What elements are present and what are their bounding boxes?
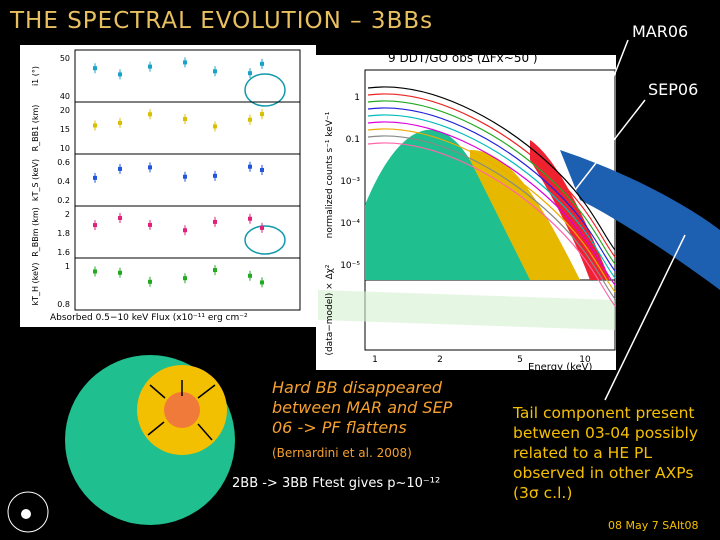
tick-label: 2 xyxy=(65,210,70,219)
spectrum xyxy=(367,100,616,265)
spectrum xyxy=(367,114,616,279)
point xyxy=(183,117,187,122)
tick-label: 10⁻³ xyxy=(340,177,360,187)
tick-label: 20 xyxy=(60,106,70,115)
logo xyxy=(7,491,49,533)
tick-label: 1 xyxy=(354,93,360,103)
tick-label: 0.8 xyxy=(57,300,70,309)
tag: MAR06 xyxy=(632,22,689,41)
point xyxy=(118,166,122,171)
point xyxy=(213,219,217,224)
x-label: Absorbed 0.5−10 keV Flux (x10⁻¹¹ erg cm⁻… xyxy=(50,313,248,323)
point xyxy=(248,71,252,76)
mid-bb xyxy=(470,150,580,280)
tick-label: 10⁻⁴ xyxy=(340,219,360,229)
tick-label: 0.6 xyxy=(57,158,70,167)
point xyxy=(248,164,252,169)
point xyxy=(148,222,152,227)
point xyxy=(93,223,97,228)
x-label: Energy (keV) xyxy=(528,362,593,373)
tick-label: 40 xyxy=(60,92,70,101)
point xyxy=(118,215,122,220)
pointers xyxy=(574,39,686,401)
tick-label: 0.1 xyxy=(346,135,360,145)
point xyxy=(118,120,122,125)
soft-bb xyxy=(365,129,545,280)
tag: SEP06 xyxy=(648,80,699,99)
point xyxy=(260,225,264,230)
point xyxy=(93,123,97,128)
point xyxy=(260,167,264,172)
highlight xyxy=(244,225,286,255)
point xyxy=(213,69,217,74)
left-plot-bg xyxy=(20,45,316,327)
logo-dot xyxy=(21,509,31,519)
title: THE SPECTRAL EVOLUTION – 3BBs xyxy=(10,8,434,34)
spectrum xyxy=(367,128,616,293)
tick-label: 1.8 xyxy=(57,229,70,238)
tick-label: 1 xyxy=(372,355,378,365)
note: Hard BB disappeared between MAR and SEP … xyxy=(272,378,453,437)
citation: (Bernardini et al. 2008) xyxy=(272,446,412,460)
spectrum xyxy=(367,121,616,286)
point xyxy=(183,228,187,233)
point xyxy=(260,280,264,285)
tick-label: 10 xyxy=(579,355,591,365)
point xyxy=(183,174,187,179)
obs-label: 9 DDT/GO obs (ΔFx~50 ) xyxy=(388,51,538,65)
tail-component xyxy=(560,150,720,290)
point xyxy=(183,276,187,281)
y-label: normalized counts s⁻¹ keV⁻¹ xyxy=(325,111,335,238)
spectrum xyxy=(367,86,616,251)
highlight xyxy=(244,73,286,107)
tick-label: 10 xyxy=(60,144,70,153)
point xyxy=(148,112,152,117)
panel-label: R_BB1 (km) xyxy=(31,105,40,152)
panel-label: kT_H (keV) xyxy=(31,262,40,305)
point xyxy=(213,173,217,178)
residuals xyxy=(318,290,615,330)
spectrum xyxy=(367,93,616,258)
tick-label: 0.2 xyxy=(57,196,70,205)
point xyxy=(213,124,217,129)
tick-label: 2 xyxy=(437,355,443,365)
panel-label: R_BBm (km) xyxy=(31,207,40,257)
point xyxy=(93,66,97,71)
tick-label: 5 xyxy=(517,355,523,365)
panel-label: kT_S (keV) xyxy=(31,159,40,201)
left-plot-frame xyxy=(74,49,301,311)
tick-label: 1 xyxy=(65,262,70,271)
tick-label: 50 xyxy=(60,54,70,63)
point xyxy=(118,270,122,275)
point xyxy=(260,112,264,117)
point xyxy=(118,72,122,77)
point xyxy=(248,273,252,278)
point xyxy=(93,269,97,274)
spectrum xyxy=(367,142,616,307)
point xyxy=(183,60,187,65)
note: Tail component present between 03-04 pos… xyxy=(513,404,699,502)
point xyxy=(148,165,152,170)
arrows xyxy=(147,380,216,441)
inner-circle xyxy=(164,392,200,428)
footer: 08 May 7 SAIt08 xyxy=(608,519,699,532)
spectrum xyxy=(367,107,616,272)
point xyxy=(213,268,217,273)
tick-label: 15 xyxy=(60,125,70,134)
point xyxy=(148,64,152,69)
y-label: (data−model) × Δχ² xyxy=(325,264,335,355)
tick-label: 1.6 xyxy=(57,248,70,257)
ftest: 2BB -> 3BB Ftest gives p~10⁻¹² xyxy=(232,476,441,491)
point xyxy=(93,175,97,180)
point xyxy=(248,117,252,122)
point xyxy=(260,61,264,66)
tick-label: 10⁻⁵ xyxy=(340,261,360,271)
point xyxy=(248,216,252,221)
tick-label: 0.4 xyxy=(57,177,70,186)
panel-label: i1 (°) xyxy=(31,66,40,86)
spectrum xyxy=(367,135,616,300)
point xyxy=(148,279,152,284)
